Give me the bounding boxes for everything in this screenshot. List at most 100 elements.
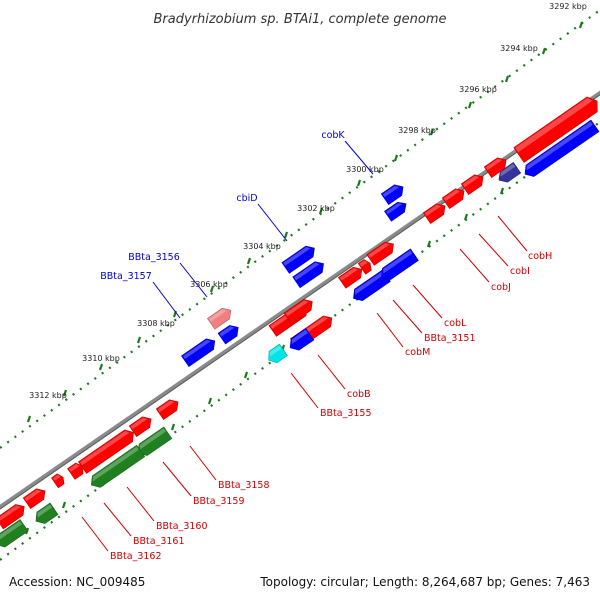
leader-line (317, 354, 346, 390)
major-tick (578, 21, 584, 29)
gene-feature-highlight (79, 430, 130, 466)
gene-feature (357, 259, 372, 275)
outer-tick-track (0, 9, 600, 449)
scale-label: 3306 kbp (190, 280, 228, 289)
scale-label: 3312 kbp (29, 391, 67, 400)
leader-line (290, 372, 319, 409)
gene-label-bbta-3160: BBta_3160 (156, 521, 208, 532)
gene-label-bbta-3151: BBta_3151 (424, 333, 476, 344)
major-tick (393, 154, 399, 162)
major-tick (283, 231, 289, 239)
gene-feature-highlight (526, 121, 593, 171)
leader-line (497, 215, 528, 252)
scale-label: 3308 kbp (137, 319, 175, 328)
gene-feature (35, 502, 59, 524)
gene-feature-highlight (0, 505, 21, 521)
genome-backbone (0, 90, 600, 510)
gene-feature (181, 338, 216, 368)
major-tick (61, 501, 67, 509)
gene-feature-highlight (339, 268, 358, 281)
leader-line (103, 502, 132, 537)
major-tick (62, 389, 68, 397)
gene-feature-highlight (139, 428, 166, 450)
gene-feature (217, 325, 239, 345)
gene-feature-highlight (355, 271, 385, 295)
major-tick (426, 240, 432, 248)
gene-feature (90, 444, 146, 488)
gene-feature-highlight (368, 242, 390, 258)
major-tick (356, 179, 362, 187)
leader-line (189, 445, 217, 481)
leader-line (152, 281, 181, 319)
gene-feature-highlight (462, 175, 479, 188)
leader-line (376, 312, 404, 348)
gene-label-cobl: cobL (444, 318, 467, 329)
scale-label: 3302 kbp (297, 204, 335, 213)
gene-feature-highlight (383, 250, 413, 274)
gene-label-cobk: cobK (321, 130, 345, 141)
leader-line (459, 248, 490, 283)
gene-feature (281, 245, 315, 274)
gene-feature-highlight (182, 339, 211, 360)
gene-feature-highlight (92, 446, 139, 482)
gene-feature-highlight (269, 345, 282, 357)
gene-feature-highlight (208, 309, 227, 322)
label-leader-lines (81, 140, 528, 552)
gene-feature-highlight (68, 463, 80, 472)
scale-label: 3298 kbp (398, 126, 436, 135)
gene-feature (483, 157, 507, 179)
outer-tick-line (0, 9, 600, 449)
gene-feature (289, 327, 315, 351)
major-tick (207, 397, 213, 405)
gene-feature-highlight (291, 329, 308, 344)
leader-line (179, 262, 208, 298)
scale-label-group: 3292 kbp 3294 kbp 3296 kbp 3298 kbp 3300 kbp… (29, 2, 587, 400)
scale-label: 3292 kbp (549, 2, 587, 11)
gene-feature-highlight (219, 326, 235, 337)
leader-line (344, 140, 374, 175)
gene-label-cbid: cbiD (236, 193, 257, 204)
gene-feature-highlight (443, 189, 460, 202)
gene-label-group: cobK cbiD BBta_3156 BBta_3157 cobH cobI cobJ co… (100, 130, 552, 562)
gene-feature (381, 248, 419, 281)
gene-feature-highlight (283, 246, 311, 266)
feature-track (0, 96, 600, 548)
major-tick (318, 207, 324, 215)
scale-label: 3294 kbp (500, 44, 538, 53)
gene-feature-highlight (52, 474, 61, 481)
major-tick (504, 75, 510, 83)
gene-feature-highlight (382, 185, 399, 198)
gene-feature (22, 488, 46, 510)
major-tick (170, 423, 176, 431)
gene-label-bbta-3156: BBta_3156 (128, 252, 180, 263)
gene-feature-highlight (24, 489, 41, 502)
gene-feature (128, 416, 152, 438)
leader-line (478, 233, 509, 267)
major-tick (429, 128, 435, 136)
gene-feature-highlight (500, 163, 516, 177)
scale-label: 3310 kbp (82, 354, 120, 363)
gene-label-bbta-3162: BBta_3162 (110, 551, 162, 562)
gene-label-cobh: cobH (528, 251, 552, 262)
gene-feature (337, 266, 363, 289)
gene-feature (0, 519, 29, 548)
genome-title: Bradyrhizobium sp. BTAi1, complete genom… (153, 12, 446, 27)
leader-line (257, 203, 288, 242)
gene-feature-highlight (294, 262, 320, 281)
leader-line (81, 516, 109, 552)
gene-label-bbta-3158: BBta_3158 (218, 480, 270, 491)
gene-label-cobm: cobM (405, 347, 430, 358)
scale-label: 3296 kbp (459, 85, 497, 94)
scale-label: 3300 kbp (346, 165, 384, 174)
gene-feature (283, 299, 313, 325)
major-tick (136, 336, 142, 344)
gene-label-bbta-3159: BBta_3159 (193, 496, 245, 507)
gene-feature-highlight (130, 417, 147, 430)
gene-feature (380, 184, 404, 206)
gene-feature (384, 201, 407, 222)
gene-feature (268, 343, 288, 364)
gene-feature (524, 119, 600, 177)
major-tick (467, 101, 473, 109)
major-tick (98, 363, 104, 371)
gene-label-bbta-3157: BBta_3157 (100, 271, 152, 282)
